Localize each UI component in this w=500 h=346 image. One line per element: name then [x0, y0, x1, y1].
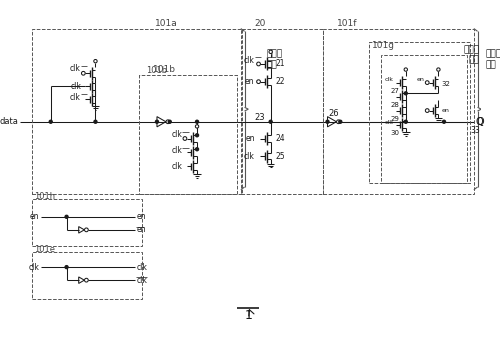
Circle shape	[404, 68, 407, 71]
Circle shape	[168, 120, 171, 123]
Text: clk: clk	[244, 56, 255, 65]
Text: clk: clk	[136, 276, 147, 285]
Bar	[32, 199, 142, 246]
Text: clk: clk	[172, 130, 182, 139]
Circle shape	[183, 137, 187, 140]
Text: 101b: 101b	[153, 65, 176, 74]
Text: en: en	[246, 134, 255, 143]
Circle shape	[84, 228, 88, 232]
Circle shape	[256, 62, 260, 66]
Bar	[241, 29, 323, 194]
Text: clk: clk	[384, 120, 394, 125]
Text: 21: 21	[276, 60, 285, 69]
Circle shape	[339, 120, 342, 123]
Text: data: data	[0, 117, 18, 126]
Bar	[370, 42, 470, 183]
Text: Q: Q	[476, 117, 484, 127]
Text: 101f: 101f	[337, 19, 357, 28]
Circle shape	[404, 92, 407, 95]
Circle shape	[94, 120, 97, 123]
Text: 23: 23	[254, 112, 265, 121]
Text: 101e: 101e	[34, 245, 55, 254]
Text: 32: 32	[441, 81, 450, 88]
Text: clk: clk	[244, 152, 255, 161]
Circle shape	[256, 80, 260, 83]
Circle shape	[65, 266, 68, 268]
Text: 26: 26	[328, 109, 340, 118]
Text: 27: 27	[390, 88, 400, 94]
Text: en: en	[136, 225, 146, 234]
Circle shape	[326, 120, 329, 123]
Circle shape	[269, 50, 272, 54]
Bar	[32, 29, 242, 194]
Circle shape	[442, 120, 446, 123]
Text: en: en	[244, 77, 254, 86]
Text: 101b: 101b	[146, 66, 167, 75]
Text: 101a: 101a	[155, 19, 178, 28]
Circle shape	[156, 120, 158, 123]
Text: clk: clk	[172, 162, 182, 171]
Circle shape	[49, 120, 52, 123]
Circle shape	[196, 125, 198, 128]
Circle shape	[84, 278, 88, 282]
Bar	[380, 55, 468, 183]
Circle shape	[196, 120, 198, 123]
Text: clk: clk	[70, 82, 82, 91]
Circle shape	[426, 109, 429, 112]
Text: 从锁存
电路: 从锁存 电路	[464, 45, 479, 64]
Circle shape	[82, 71, 85, 75]
Text: 20: 20	[255, 19, 266, 28]
Text: 101h: 101h	[34, 192, 55, 201]
Text: en: en	[441, 108, 449, 113]
Text: Q: Q	[476, 117, 484, 127]
Bar	[323, 29, 474, 194]
Text: clk: clk	[70, 93, 80, 102]
Text: clk: clk	[136, 263, 147, 272]
Text: 30: 30	[390, 130, 400, 136]
Text: clk: clk	[28, 263, 40, 272]
Circle shape	[94, 60, 97, 63]
Text: 25: 25	[276, 152, 285, 161]
Text: en: en	[30, 212, 40, 221]
Text: 从锁存
电路: 从锁存 电路	[486, 49, 500, 69]
Text: clk: clk	[70, 64, 80, 73]
Text: en: en	[416, 77, 424, 82]
Text: 主锁存
电路: 主锁存 电路	[267, 49, 283, 69]
Text: 1: 1	[244, 309, 252, 322]
Text: 24: 24	[276, 134, 285, 143]
Text: 22: 22	[276, 77, 285, 86]
Text: clk: clk	[172, 146, 182, 155]
Circle shape	[166, 120, 170, 124]
Bar	[32, 252, 142, 299]
Text: en: en	[136, 212, 146, 221]
Text: 101g: 101g	[372, 41, 395, 50]
Circle shape	[336, 120, 340, 124]
Bar	[140, 75, 237, 194]
Text: 28: 28	[390, 102, 400, 108]
Circle shape	[436, 68, 440, 71]
Text: 29: 29	[390, 116, 400, 122]
Text: 33: 33	[470, 126, 480, 135]
Text: clk: clk	[384, 77, 394, 82]
Circle shape	[65, 215, 68, 218]
Circle shape	[196, 148, 198, 151]
Circle shape	[269, 120, 272, 123]
Circle shape	[196, 134, 198, 137]
Circle shape	[426, 81, 429, 84]
Circle shape	[404, 120, 407, 123]
